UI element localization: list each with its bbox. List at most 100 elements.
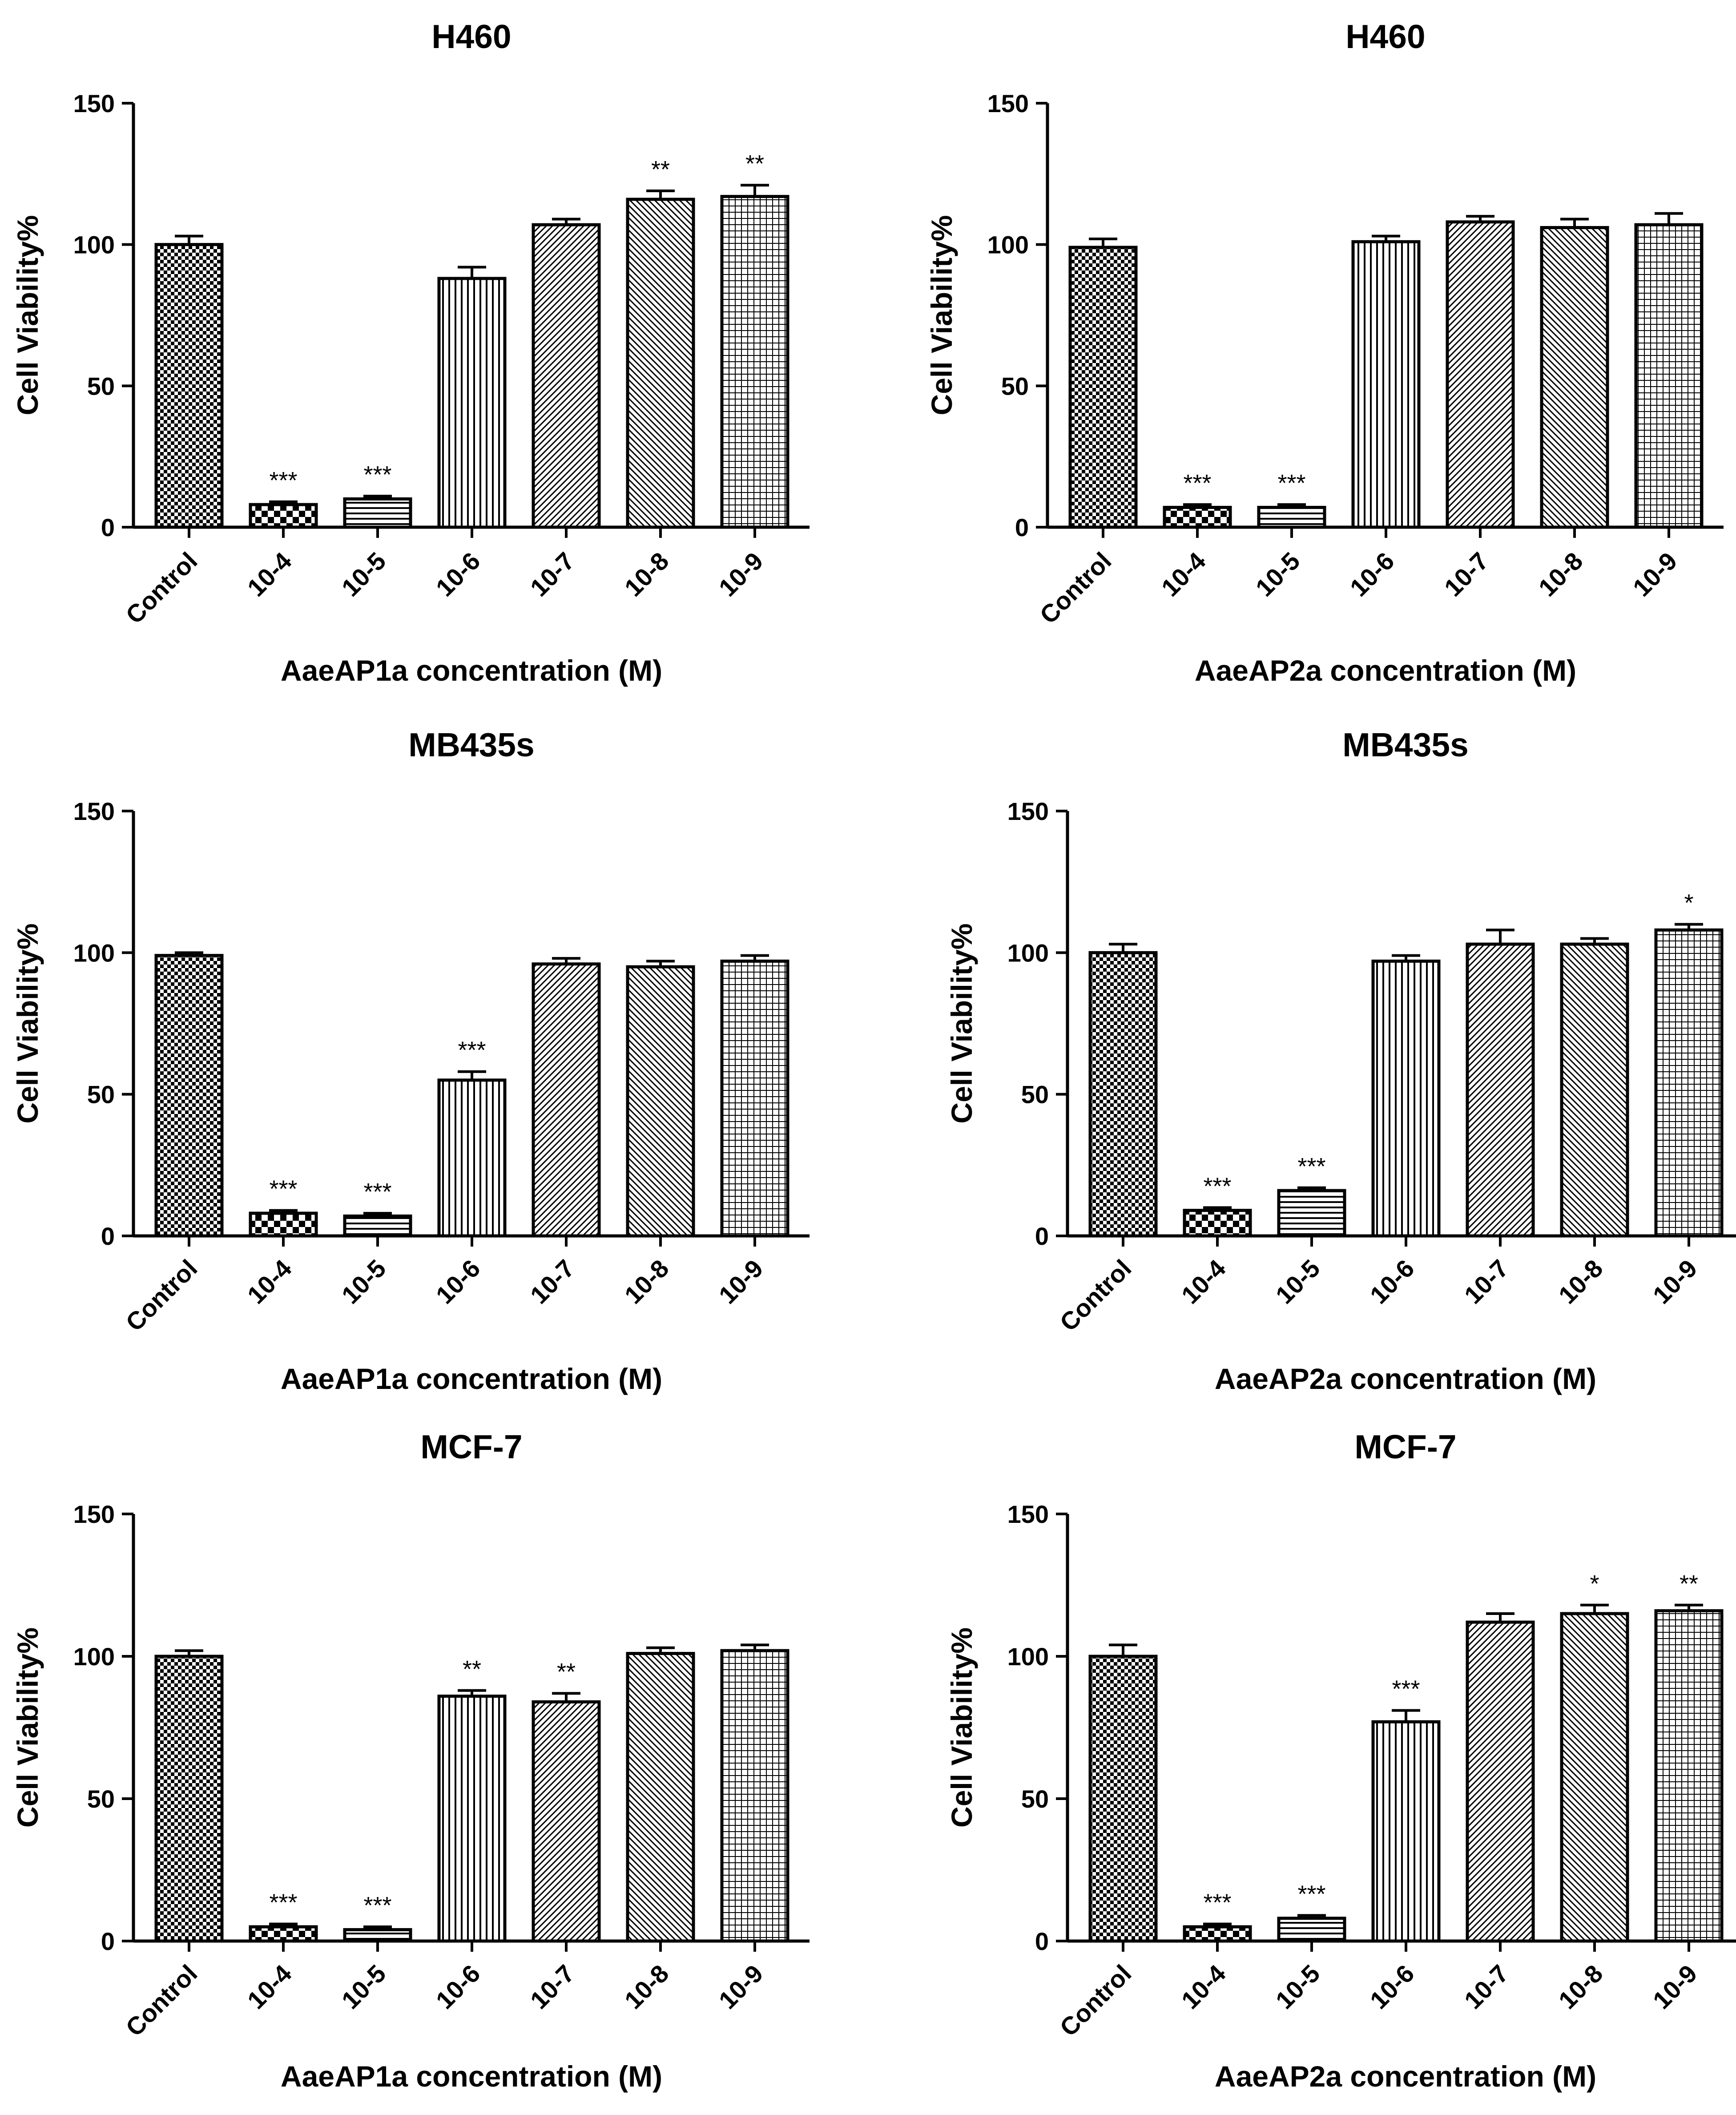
significance-label: *** (1392, 1676, 1420, 1703)
y-tick-label: 0 (1035, 1222, 1049, 1250)
x-tick-label: Control (120, 1254, 202, 1336)
bar-10-6 (437, 277, 507, 529)
y-tick-label: 50 (87, 372, 115, 400)
x-tick-label: Control (120, 1959, 202, 2042)
bar-10-8 (1560, 1612, 1629, 1943)
significance-label: *** (1297, 1881, 1325, 1907)
chart-panel-5: MCF-7 Cell Viability% 0 50 100 150 Control 10-4… (11, 1428, 810, 2093)
bar-10-5 (1277, 1917, 1346, 1943)
y-tick-label: 50 (1021, 1081, 1049, 1109)
x-tick-label: 10-8 (1553, 1959, 1608, 2014)
bar-10-5 (343, 1928, 412, 1943)
x-tick-label: 10-4 (242, 1254, 297, 1309)
significance-label: *** (269, 467, 297, 494)
bar-control (1088, 1655, 1158, 1943)
bar-10-9 (1654, 928, 1724, 1238)
x-tick-label: 10-9 (713, 1254, 769, 1309)
x-tick-label: 10-5 (1270, 1959, 1325, 2014)
x-tick-label: 10-4 (1176, 1254, 1231, 1309)
x-tick-label: 10-5 (1250, 547, 1305, 602)
significance-label: *** (1203, 1173, 1231, 1199)
bar-10-9 (720, 959, 789, 1238)
x-tick-label: 10-7 (525, 1959, 580, 2014)
bar-10-6 (437, 1078, 507, 1238)
significance-label: *** (269, 1176, 297, 1203)
chart-panel-1: H460 Cell Viability% 0 50 100 150 Control 10-4 *… (11, 18, 810, 687)
y-tick-label: 100 (73, 231, 115, 259)
bar-10-8 (626, 198, 695, 529)
x-tick-label: 10-6 (1365, 1254, 1420, 1309)
chart-title: H460 (431, 18, 511, 55)
bar-10-4 (1183, 1209, 1252, 1238)
y-tick-label: 100 (1007, 939, 1049, 967)
x-tick-label: 10-8 (619, 1959, 674, 2014)
bar-10-4 (249, 1211, 318, 1238)
x-tick-label: 10-5 (336, 1254, 391, 1309)
x-tick-label: 10-5 (336, 1959, 391, 2014)
bar-10-8 (626, 1652, 695, 1943)
x-tick-label: 10-8 (619, 1254, 674, 1309)
bar-10-7 (532, 223, 601, 529)
bar-10-9 (720, 1649, 789, 1943)
x-tick-label: 10-4 (1176, 1959, 1231, 2014)
x-tick-label: Control (1054, 1254, 1136, 1336)
bar-10-5 (343, 1214, 412, 1238)
x-tick-label: 10-4 (242, 547, 297, 602)
bar-control (1088, 951, 1158, 1238)
x-tick-label: 10-5 (336, 547, 391, 602)
x-axis-label: AaeAP1a concentration (M) (281, 1362, 662, 1395)
y-tick-label: 0 (101, 1927, 115, 1955)
y-axis-label: Cell Viability% (11, 1627, 44, 1828)
significance-label: *** (1183, 470, 1211, 496)
y-tick-label: 50 (87, 1785, 115, 1813)
x-tick-label: 10-9 (713, 547, 769, 602)
x-tick-label: 10-4 (1156, 547, 1211, 602)
y-axis-label: Cell Viability% (945, 1627, 978, 1828)
x-tick-label: 10-7 (525, 547, 580, 602)
x-axis-label: AaeAP1a concentration (M) (281, 2060, 662, 2093)
y-tick-label: 50 (1021, 1785, 1049, 1813)
y-tick-label: 100 (987, 231, 1029, 259)
x-tick-label: 10-7 (525, 1254, 580, 1309)
bar-10-9 (1654, 1609, 1724, 1943)
bar-10-6 (1351, 240, 1421, 529)
bar-control (1068, 246, 1138, 529)
y-tick-label: 0 (101, 513, 115, 541)
bar-10-5 (1257, 506, 1326, 529)
x-tick-label: 10-6 (1365, 1959, 1420, 2014)
y-tick-label: 50 (1001, 372, 1029, 400)
bar-10-8 (626, 965, 695, 1238)
y-tick-label: 150 (1007, 797, 1049, 825)
x-tick-label: 10-9 (1647, 1959, 1703, 2014)
bar-10-5 (1277, 1189, 1346, 1238)
x-tick-label: 10-5 (1270, 1254, 1325, 1309)
significance-label: * (1590, 1570, 1599, 1597)
significance-label: ** (651, 156, 670, 183)
bar-10-9 (720, 195, 789, 529)
chart-title: H460 (1345, 18, 1425, 55)
y-tick-label: 0 (1035, 1927, 1049, 1955)
x-axis-label: AaeAP2a concentration (M) (1215, 2060, 1596, 2093)
bar-10-8 (1560, 942, 1629, 1238)
significance-label: *** (363, 1179, 391, 1205)
x-tick-label: 10-7 (1439, 547, 1494, 602)
y-tick-label: 150 (1007, 1500, 1049, 1528)
significance-label: *** (363, 461, 391, 488)
significance-label: *** (269, 1889, 297, 1916)
bar-10-7 (532, 1700, 601, 1943)
bar-10-6 (437, 1695, 507, 1943)
y-tick-label: 0 (1015, 513, 1029, 541)
x-tick-label: 10-6 (1345, 547, 1400, 602)
significance-label: ** (557, 1659, 576, 1685)
x-tick-label: Control (1034, 547, 1116, 629)
bar-10-6 (1371, 959, 1441, 1238)
y-axis-label: Cell Viability% (945, 924, 978, 1124)
bar-control (154, 954, 224, 1238)
chart-title: MCF-7 (1354, 1428, 1456, 1465)
chart-title: MB435s (1342, 726, 1468, 763)
bar-10-9 (1634, 223, 1704, 529)
bar-10-5 (343, 497, 412, 529)
x-tick-label: 10-8 (1533, 547, 1588, 602)
y-tick-label: 150 (73, 797, 115, 825)
